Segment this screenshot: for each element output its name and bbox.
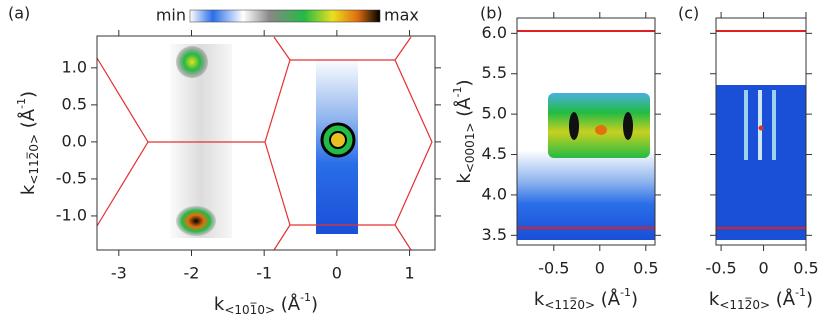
x-tick-label: -0.5 <box>705 259 736 278</box>
panel-label: (c) <box>678 4 699 23</box>
y-tick-label: 3.5 <box>482 225 507 244</box>
zone-boundary <box>96 57 149 227</box>
y-tick-label: 4.5 <box>482 144 507 163</box>
label-subscript: <112̅0> <box>719 296 770 311</box>
y-tick-label: 6.0 <box>482 23 507 42</box>
x-tick-label: 0.5 <box>633 259 658 278</box>
label-symbol: k <box>454 173 475 184</box>
label-exponent: -1 <box>620 286 631 299</box>
heatmap-c <box>716 30 806 240</box>
intensity-spot <box>176 46 208 78</box>
x-tick-label: -3 <box>111 264 127 283</box>
intensity-spot <box>569 112 579 140</box>
axis-label: k<101̅0> (Å-1) <box>214 291 318 317</box>
axis-label: k<112̅0> (Å-1) <box>15 91 41 195</box>
y-tick-label: 5.5 <box>482 63 507 82</box>
label-exponent: -1 <box>300 291 311 304</box>
label-close: ) <box>311 294 318 315</box>
intensity-streak <box>744 90 748 160</box>
plot-frame <box>516 17 656 246</box>
label-subscript: <112̅0> <box>544 296 595 311</box>
intensity-spot <box>623 112 633 140</box>
axis-label: k<112̅0> (Å-1) <box>534 286 638 312</box>
x-tick-label: 0 <box>758 259 768 278</box>
heatmap-b <box>517 30 655 240</box>
panel-label: (a) <box>8 4 30 23</box>
colorbar-min-label: min <box>156 6 186 25</box>
label-subscript: <101̅0> <box>224 301 275 316</box>
label-unit: (Å <box>275 293 301 315</box>
intensity-spot <box>595 125 607 135</box>
y-tick-label: 1.0 <box>62 57 87 76</box>
colorbar-max-label: max <box>384 6 419 25</box>
zone-boundary <box>273 224 291 251</box>
label-exponent: -1 <box>451 86 464 97</box>
label-exponent: -1 <box>795 286 806 299</box>
x-tick-label: 0 <box>595 259 605 278</box>
plot-frame <box>715 17 807 246</box>
label-unit: (Å <box>770 288 796 310</box>
x-tick-label: -0.5 <box>538 259 569 278</box>
y-tick-label: -1.0 <box>56 205 87 224</box>
intensity-spot <box>758 125 764 131</box>
zone-boundary <box>394 224 412 251</box>
y-tick-label: 0.5 <box>62 94 87 113</box>
label-symbol: k <box>709 289 720 310</box>
label-symbol: k <box>534 289 545 310</box>
zone-boundary <box>394 36 412 61</box>
label-unit: (Å <box>595 288 621 310</box>
y-tick-label: 5.0 <box>482 104 507 123</box>
x-tick-label: 0.5 <box>793 259 818 278</box>
colorbar-gradient <box>189 9 381 23</box>
label-close: ) <box>18 91 39 98</box>
x-tick-label: -2 <box>184 264 200 283</box>
label-symbol: k <box>18 184 39 195</box>
label-subscript: <0001> <box>463 122 477 173</box>
axis-label: k<0001> (Å-1) <box>451 79 477 183</box>
intensity-spot <box>176 206 216 236</box>
label-subscript: <112̅0> <box>25 134 40 185</box>
label-unit: (Å <box>17 108 39 134</box>
plot-frame <box>96 35 436 251</box>
intensity-streak <box>772 90 776 160</box>
intensity-streak <box>758 90 762 160</box>
x-tick-label: -1 <box>256 264 272 283</box>
map-strip <box>170 44 232 238</box>
colorbar <box>189 9 381 23</box>
axis-label: k<112̅0> (Å-1) <box>709 286 813 312</box>
label-unit: (Å <box>453 97 475 123</box>
label-close: ) <box>454 79 475 86</box>
label-exponent: -1 <box>15 98 28 109</box>
zone-boundary <box>273 36 291 61</box>
y-tick-label: -0.5 <box>56 168 87 187</box>
panel-label: (b) <box>480 4 503 23</box>
x-tick-label: 0 <box>332 264 342 283</box>
y-tick-label: 0.0 <box>62 131 87 150</box>
map-region <box>517 150 655 240</box>
x-tick-label: 1 <box>404 264 414 283</box>
intensity-ring <box>329 131 347 149</box>
heatmap-a <box>96 36 433 251</box>
label-close: ) <box>631 289 638 310</box>
y-tick-label: 4.0 <box>482 184 507 203</box>
label-symbol: k <box>214 294 225 315</box>
label-close: ) <box>806 289 813 310</box>
